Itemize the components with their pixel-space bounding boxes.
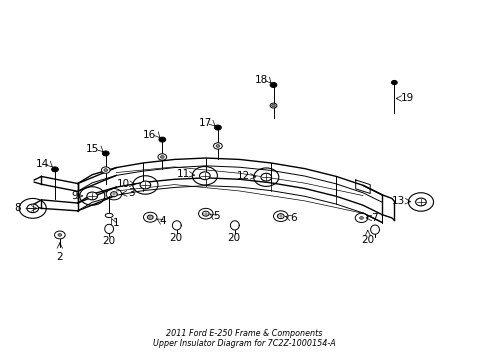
Circle shape [52, 167, 58, 172]
Text: 2: 2 [57, 252, 63, 262]
Circle shape [216, 145, 220, 147]
Circle shape [269, 103, 276, 108]
Circle shape [101, 167, 110, 173]
Circle shape [158, 154, 166, 160]
Circle shape [199, 172, 210, 180]
Text: 5: 5 [213, 211, 219, 221]
Circle shape [271, 104, 275, 107]
Text: 13: 13 [391, 196, 404, 206]
Circle shape [54, 231, 65, 239]
Text: 6: 6 [290, 213, 296, 223]
Circle shape [415, 198, 426, 206]
Text: 20: 20 [361, 235, 374, 245]
Text: 4: 4 [160, 216, 166, 226]
Circle shape [160, 156, 164, 158]
Circle shape [354, 213, 367, 222]
Ellipse shape [105, 213, 113, 217]
Circle shape [214, 125, 221, 130]
Circle shape [202, 211, 209, 216]
Circle shape [261, 173, 271, 181]
Circle shape [102, 151, 109, 156]
Circle shape [147, 215, 153, 219]
Circle shape [58, 234, 61, 237]
Text: 20: 20 [227, 233, 240, 243]
Text: 20: 20 [169, 233, 182, 243]
Circle shape [159, 137, 165, 142]
Text: 14: 14 [36, 159, 49, 169]
Text: 15: 15 [86, 144, 99, 154]
Circle shape [87, 192, 97, 200]
Text: 8: 8 [15, 203, 21, 213]
Text: 18: 18 [254, 75, 267, 85]
Text: 12: 12 [237, 171, 250, 181]
Text: 17: 17 [198, 118, 211, 128]
Text: 3: 3 [128, 189, 135, 198]
Circle shape [103, 168, 107, 171]
Text: 1: 1 [113, 218, 120, 228]
Circle shape [27, 204, 39, 213]
Text: 9: 9 [71, 191, 78, 201]
Text: 11: 11 [177, 169, 190, 179]
Circle shape [110, 192, 117, 197]
Circle shape [277, 214, 284, 219]
Circle shape [140, 181, 150, 189]
Text: 16: 16 [143, 130, 156, 140]
Text: 2011 Ford E-250 Frame & Components
Upper Insulator Diagram for 7C2Z-1000154-A: 2011 Ford E-250 Frame & Components Upper… [153, 329, 335, 348]
Text: 10: 10 [117, 179, 130, 189]
Circle shape [359, 216, 363, 219]
Text: 19: 19 [400, 94, 413, 103]
Circle shape [391, 80, 396, 85]
Circle shape [269, 82, 276, 87]
Circle shape [213, 143, 222, 149]
Text: 20: 20 [102, 237, 116, 246]
Text: 7: 7 [370, 213, 377, 223]
